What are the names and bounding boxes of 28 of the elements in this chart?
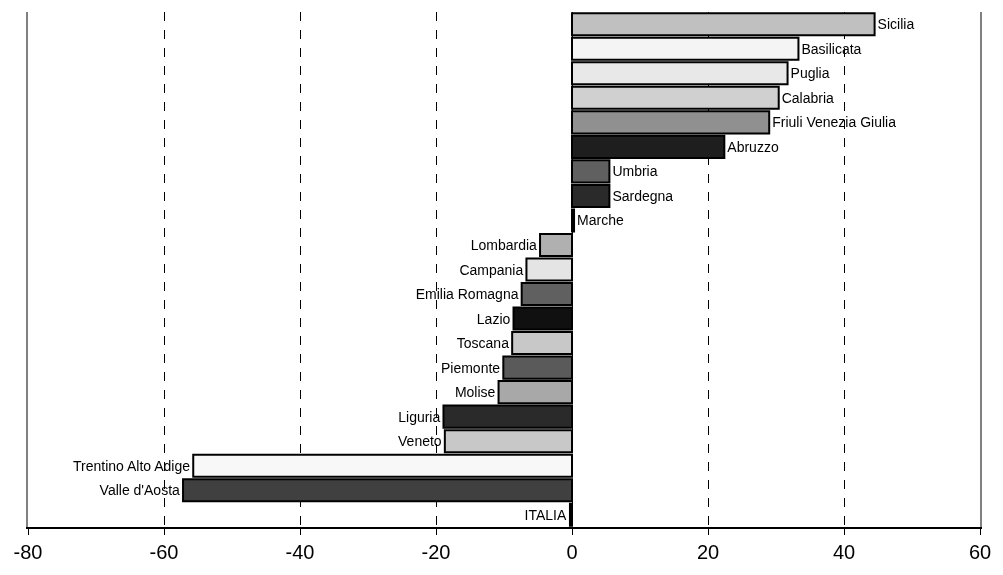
y-tick-label: Sicilia [877,16,915,33]
x-tick-label: 60 [968,540,992,563]
x-tick-label: -40 [285,540,315,563]
y-tick-label: Campania [459,261,524,278]
y-tick-label: Friuli Venezia Giulia [772,114,897,131]
y-tick-label: Emilia Romagna [415,286,519,303]
y-tick-label: Puglia [790,65,830,82]
y-tick-label: Abruzzo [727,138,779,155]
y-tick-label: ITALIA [524,506,567,523]
x-tick-label: 20 [696,540,720,563]
y-tick-label: Valle d'Aosta [99,482,181,499]
y-tick-label: Basilicata [801,40,862,57]
y-tick-label: Piemonte [440,359,501,376]
x-tick-label: -80 [13,540,43,563]
y-tick-label: Molise [454,384,496,401]
x-tick-label: -60 [149,540,179,563]
x-tick-label: 40 [832,540,856,563]
y-tick-label: Lazio [476,310,511,327]
y-tick-label: Liguria [398,408,441,425]
y-tick-label: Lombardia [470,236,538,253]
x-tick-label: -20 [421,540,451,563]
y-tick-label: Sardegna [612,187,674,204]
y-tick-label: Calabria [781,89,835,106]
y-tick-label: Umbria [612,163,658,180]
y-tick-label: Toscana [456,335,510,352]
y-tick-label: Veneto [398,433,442,450]
y-tick-label: Marche [577,212,624,229]
x-tick-label: 0 [566,540,578,563]
